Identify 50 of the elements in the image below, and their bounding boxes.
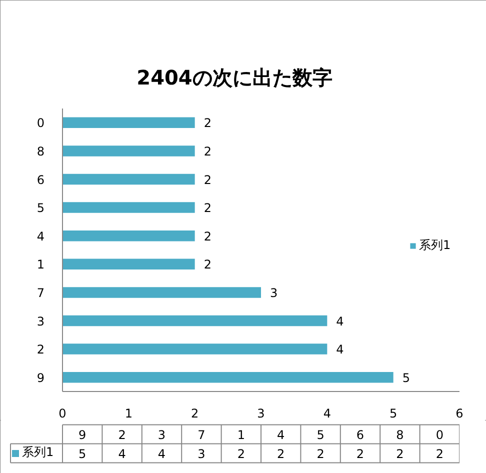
category-label: 4 bbox=[158, 446, 166, 461]
y-tick-label: 2 bbox=[36, 342, 45, 357]
category-label: 8 bbox=[396, 428, 404, 442]
chart-title: 2404の次に出た数字 bbox=[136, 66, 332, 90]
category-label: 3 bbox=[158, 428, 166, 442]
y-tick-label: 9 bbox=[36, 370, 45, 385]
category-label: 2 bbox=[237, 446, 245, 461]
x-tick-label: 2 bbox=[191, 406, 199, 420]
legend-label: 系列1 bbox=[419, 236, 451, 254]
data-label: 2 bbox=[204, 116, 212, 130]
x-tick-label: 1 bbox=[124, 406, 132, 420]
y-tick-label: 3 bbox=[36, 314, 45, 328]
category-label: 2 bbox=[316, 446, 324, 461]
category-label: 7 bbox=[198, 428, 206, 442]
data-label: 5 bbox=[402, 370, 410, 385]
y-tick-label: 7 bbox=[36, 286, 45, 300]
data-label: 3 bbox=[270, 286, 278, 300]
category-label: 1 bbox=[237, 428, 245, 442]
y-tick-label: 0 bbox=[36, 116, 45, 130]
category-label: 6 bbox=[356, 428, 364, 442]
x-tick-label: 4 bbox=[323, 406, 331, 420]
category-label: 5 bbox=[316, 428, 324, 442]
category-label: 2 bbox=[118, 428, 126, 442]
category-label: 4 bbox=[277, 428, 285, 442]
x-tick-label: 0 bbox=[58, 406, 66, 420]
x-tick-label: 5 bbox=[390, 406, 398, 420]
category-label: 3 bbox=[198, 446, 206, 461]
category-label: 2 bbox=[356, 446, 364, 461]
y-tick-label: 5 bbox=[36, 201, 45, 216]
category-label: 5 bbox=[78, 446, 86, 461]
y-tick-label: 1 bbox=[36, 258, 45, 272]
category-label: 4 bbox=[118, 446, 126, 461]
y-tick-label: 6 bbox=[36, 172, 45, 187]
category-label: 0 bbox=[436, 428, 444, 442]
legend-label: 系列1 bbox=[22, 446, 54, 460]
category-label: 2 bbox=[436, 446, 444, 461]
category-label: 2 bbox=[396, 446, 404, 461]
data-label: 2 bbox=[204, 258, 212, 272]
data-label: 2 bbox=[204, 229, 212, 244]
data-label: 2 bbox=[204, 144, 212, 158]
x-tick-label: 6 bbox=[456, 406, 464, 420]
data-label: 4 bbox=[336, 314, 344, 328]
data-label: 2 bbox=[204, 172, 212, 187]
category-label: 9 bbox=[78, 428, 86, 442]
y-tick-label: 4 bbox=[36, 229, 45, 244]
data-label: 4 bbox=[336, 342, 344, 357]
category-label: 2 bbox=[277, 446, 285, 461]
x-tick-label: 3 bbox=[257, 406, 265, 420]
data-label: 2 bbox=[204, 201, 212, 216]
y-tick-label: 8 bbox=[36, 144, 45, 158]
